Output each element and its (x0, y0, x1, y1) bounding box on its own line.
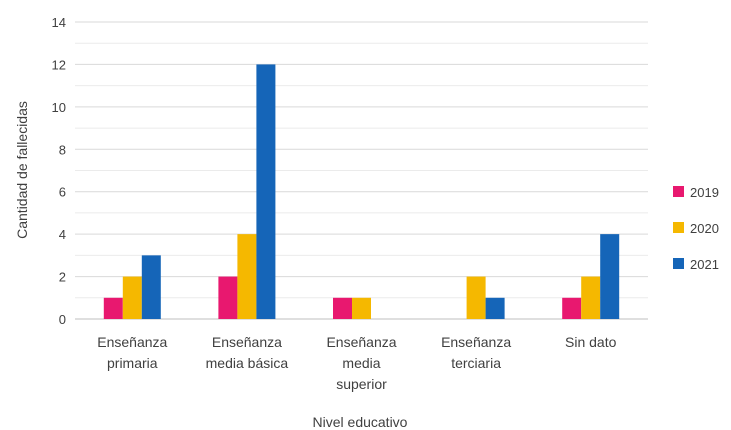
legend-label: 2019 (690, 185, 719, 200)
legend-label: 2021 (690, 257, 719, 272)
bar-2019-0 (103, 297, 123, 319)
y-tick-label: 12 (52, 57, 66, 72)
bar-2019-1 (218, 276, 238, 319)
y-tick-label: 4 (59, 227, 66, 242)
legend-swatch (673, 186, 684, 197)
category-label: Enseñanza primaria (97, 334, 167, 371)
gridlines (75, 21, 648, 320)
y-axis-ticks: 0 2 4 6 8 10 12 14 (52, 15, 66, 327)
bar-2021-1 (256, 64, 276, 319)
category-label: Sin dato (565, 334, 617, 350)
bar-2019-2 (333, 297, 352, 319)
legend-label: 2020 (690, 221, 719, 236)
bar-2021-3 (485, 297, 505, 319)
legend-swatch (673, 258, 684, 269)
category-label: Enseñanza terciaria (441, 334, 511, 371)
y-axis-title: Cantidad de fallecidas (14, 101, 30, 239)
legend-swatch (673, 222, 684, 233)
legend: 2019 2020 2021 (673, 185, 719, 272)
bar-2020-3 (466, 276, 486, 319)
bar-2021-4 (600, 234, 620, 319)
bar-2020-2 (352, 297, 371, 319)
y-tick-label: 2 (59, 270, 66, 285)
x-axis-title: Nivel educativo (313, 414, 408, 430)
bar-2019-4 (562, 297, 582, 319)
y-tick-label: 10 (52, 100, 66, 115)
y-tick-label: 6 (59, 185, 66, 200)
bar-2020-1 (237, 234, 257, 319)
bar-2020-0 (122, 276, 142, 319)
y-tick-label: 8 (59, 142, 66, 157)
bar-2020-4 (581, 276, 601, 319)
x-axis-categories: Enseñanza primaria Enseñanza media básica En… (97, 334, 616, 392)
bar-2021-0 (141, 255, 161, 319)
category-label: Enseñanza media básica (206, 334, 289, 371)
y-tick-label: 14 (52, 15, 66, 30)
y-tick-label: 0 (59, 312, 66, 327)
bars (103, 64, 620, 319)
category-label: Enseñanza media superior (326, 334, 396, 392)
